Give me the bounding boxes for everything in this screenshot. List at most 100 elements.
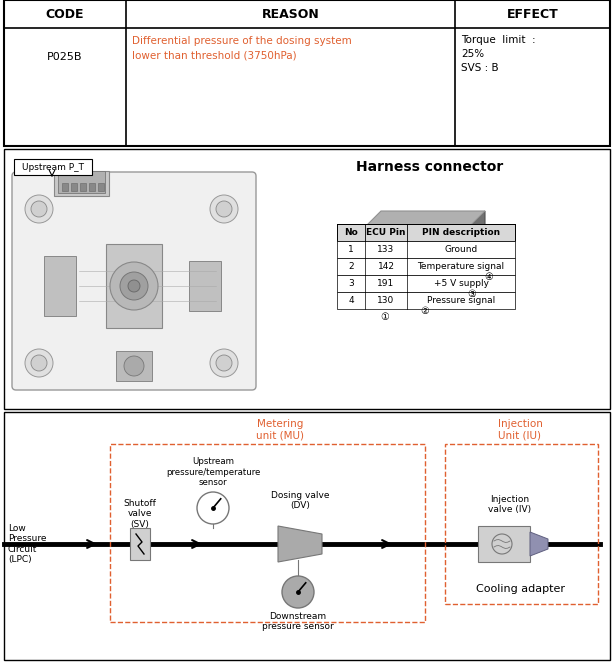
Bar (54, 171, 109, 196)
Circle shape (25, 349, 53, 377)
Circle shape (210, 349, 238, 377)
Circle shape (197, 492, 229, 524)
Circle shape (110, 262, 158, 310)
Text: 133: 133 (378, 245, 395, 254)
Text: 191: 191 (378, 279, 395, 288)
Bar (58, 171, 105, 193)
Text: Injection
Unit (IU): Injection Unit (IU) (497, 419, 542, 441)
Text: CODE: CODE (46, 7, 84, 21)
Circle shape (128, 280, 140, 292)
Bar (4, 149, 610, 409)
Bar (44, 256, 76, 316)
Text: SVS : B: SVS : B (461, 63, 499, 73)
Bar (445, 232, 457, 254)
Text: Ground: Ground (445, 245, 478, 254)
Text: Temperature signal: Temperature signal (418, 262, 505, 271)
Circle shape (401, 278, 409, 286)
Text: 3: 3 (348, 279, 354, 288)
Text: Shutoff
valve
(SV): Shutoff valve (SV) (123, 499, 157, 529)
Circle shape (419, 268, 427, 276)
Polygon shape (530, 532, 548, 556)
Text: Injection
valve (IV): Injection valve (IV) (489, 495, 532, 514)
Text: Upstream
pressure/temperature
sensor: Upstream pressure/temperature sensor (166, 457, 260, 487)
Bar (337, 258, 515, 275)
Bar (478, 526, 530, 562)
Polygon shape (467, 211, 485, 299)
Bar (106, 244, 162, 328)
Text: 1: 1 (348, 245, 354, 254)
Circle shape (339, 254, 347, 262)
Text: P025B: P025B (47, 52, 83, 62)
Circle shape (339, 241, 347, 249)
Text: Pressure signal: Pressure signal (427, 296, 495, 305)
Text: PIN description: PIN description (422, 228, 500, 237)
Text: Upstream P_T: Upstream P_T (22, 163, 84, 171)
Circle shape (120, 272, 148, 300)
Text: ②: ② (421, 306, 429, 316)
Circle shape (419, 278, 427, 286)
Text: 4: 4 (348, 296, 354, 305)
Bar (427, 232, 439, 254)
Circle shape (216, 201, 232, 217)
Bar (337, 241, 515, 258)
Circle shape (124, 356, 144, 376)
Bar (89, 183, 95, 191)
Circle shape (401, 268, 409, 276)
Circle shape (339, 280, 347, 288)
Circle shape (339, 267, 347, 275)
Circle shape (216, 355, 232, 371)
Text: No: No (344, 228, 358, 237)
Bar (391, 232, 403, 254)
Bar (71, 183, 77, 191)
Text: EFFECT: EFFECT (507, 7, 558, 21)
Text: REASON: REASON (262, 7, 319, 21)
Bar (4, 0, 610, 146)
Bar (14, 159, 92, 175)
Bar (445, 444, 598, 604)
Text: Torque  limit  :: Torque limit : (461, 35, 535, 45)
Text: Differential pressure of the dosing system: Differential pressure of the dosing syst… (132, 36, 352, 46)
Text: Low
Pressure
Circuit
(LPC): Low Pressure Circuit (LPC) (8, 524, 47, 564)
Text: Cooling adapter: Cooling adapter (475, 584, 564, 594)
Bar (110, 444, 425, 622)
Circle shape (383, 278, 391, 286)
FancyBboxPatch shape (361, 227, 470, 301)
Circle shape (25, 195, 53, 223)
Text: ECU Pin: ECU Pin (366, 228, 406, 237)
Circle shape (210, 195, 238, 223)
Bar (377, 262, 453, 292)
Text: ④: ④ (484, 272, 494, 282)
Circle shape (31, 355, 47, 371)
Text: lower than threshold (3750hPa): lower than threshold (3750hPa) (132, 50, 297, 60)
Bar (409, 232, 421, 254)
Circle shape (282, 576, 314, 608)
Circle shape (383, 268, 391, 276)
Text: 130: 130 (378, 296, 395, 305)
Polygon shape (363, 211, 485, 229)
Text: 142: 142 (378, 262, 395, 271)
Text: 2: 2 (348, 262, 354, 271)
Text: Harness connector: Harness connector (356, 160, 503, 174)
Bar (4, 412, 610, 660)
Text: Metering
unit (MU): Metering unit (MU) (256, 419, 304, 441)
Bar (62, 183, 68, 191)
Bar (373, 232, 385, 254)
Text: Downstream
pressure sensor: Downstream pressure sensor (262, 612, 334, 631)
Text: 25%: 25% (461, 49, 484, 59)
Bar (116, 351, 152, 381)
Bar (80, 183, 86, 191)
Bar (130, 528, 150, 560)
FancyBboxPatch shape (12, 172, 256, 390)
Text: ①: ① (381, 312, 389, 322)
Bar (337, 275, 515, 292)
Circle shape (31, 201, 47, 217)
Circle shape (437, 278, 445, 286)
Bar (98, 183, 104, 191)
Text: ③: ③ (468, 289, 476, 299)
Text: Dosing valve
(DV): Dosing valve (DV) (271, 491, 329, 510)
Bar (189, 261, 221, 311)
Text: +5 V supply: +5 V supply (433, 279, 489, 288)
Polygon shape (278, 526, 322, 562)
Bar (337, 292, 515, 309)
Circle shape (437, 268, 445, 276)
